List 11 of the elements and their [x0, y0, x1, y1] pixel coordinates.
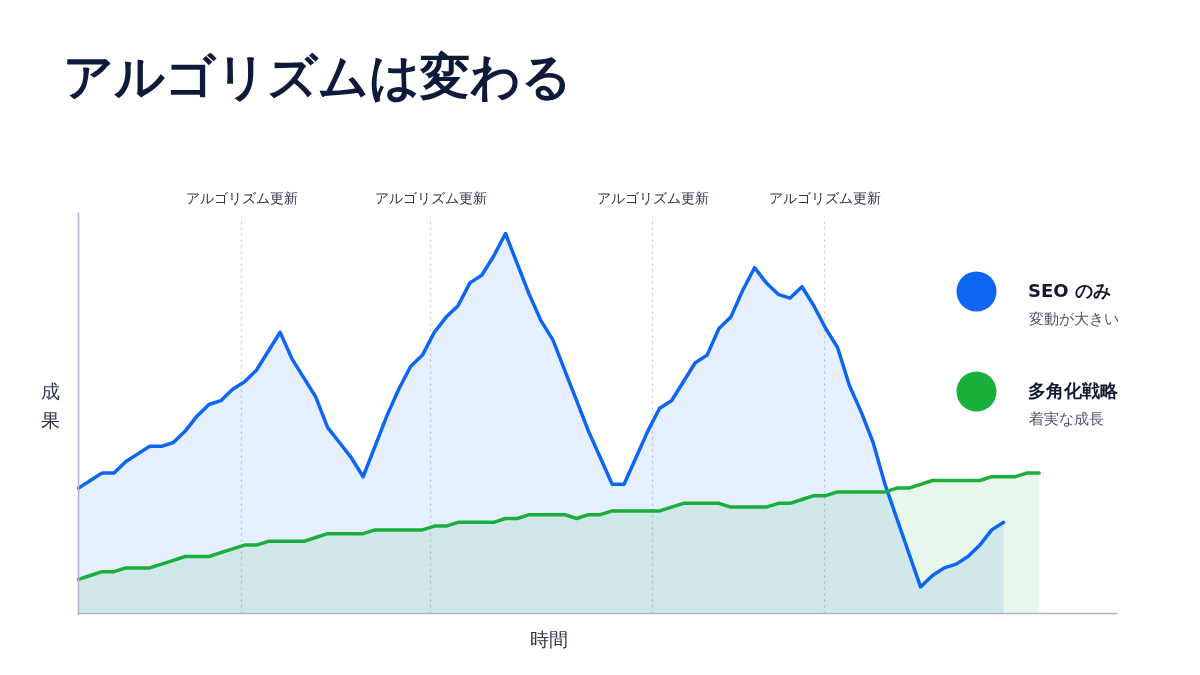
y-axis-title: 成果 — [41, 379, 60, 432]
text: アルゴリズム更新 — [185, 189, 298, 206]
legend-label: 多角化戦略 — [1028, 379, 1118, 403]
annotation: 着実な成長 — [1028, 409, 1104, 428]
text: アルゴリズム更新 — [768, 189, 881, 206]
text: アルゴリズム更新 — [374, 189, 487, 206]
annotation: 変動が大きい — [1028, 309, 1119, 328]
chart-title: アルゴリズムは変わる — [62, 47, 572, 106]
text: アルゴリズム更新 — [596, 189, 709, 206]
legend-label: SEO のみ — [1028, 279, 1111, 303]
x-axis-title: 時間 — [529, 627, 568, 650]
